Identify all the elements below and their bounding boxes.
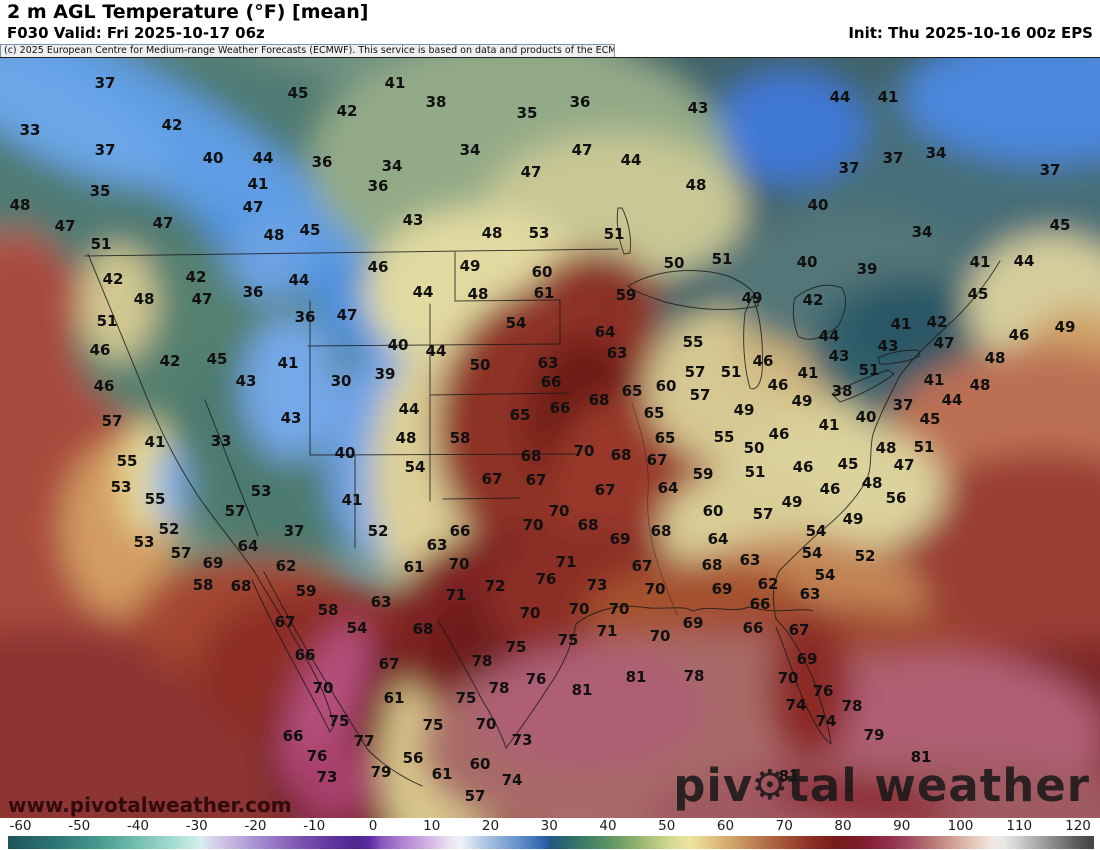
temperature-region [847, 284, 963, 368]
gulf-coastline [505, 605, 814, 749]
state-border-horizontal-3 [429, 392, 569, 396]
temperature-region [280, 620, 370, 786]
temperature-region [768, 610, 852, 766]
lake-ontario-outline [877, 349, 921, 365]
colorbar-tick-label: -10 [303, 818, 326, 834]
state-border-horizontal-5 [442, 497, 521, 500]
temperature-region [80, 245, 156, 361]
temperature-shading-layer [0, 58, 1100, 819]
colorbar-tick-label: 20 [481, 818, 500, 834]
header-subrow: F030 Valid: Fri 2025-10-17 06z Init: Thu… [7, 24, 1093, 42]
site-url-watermark: www.pivotalweather.com [8, 793, 292, 817]
mississippi-river [631, 402, 678, 616]
colorbar-tick-label: 60 [716, 818, 735, 834]
gulf-of-california-shore [263, 571, 423, 787]
colorbar-gradient [8, 836, 1094, 849]
canada-border-line [84, 248, 619, 257]
gear-icon: ⚙ [751, 760, 790, 809]
colorbar-tick-label: 50 [658, 818, 676, 834]
pacific-coastline [87, 253, 255, 572]
atlantic-coastline [772, 260, 1001, 620]
colorbar-tick-label: 0 [368, 818, 378, 834]
colorbar-tick-label: -50 [68, 818, 91, 834]
temperature-field-svg [0, 58, 1100, 819]
colorbar-tick-label: -40 [126, 818, 150, 834]
state-border-ca-nv [204, 399, 259, 537]
temperature-region [767, 777, 957, 819]
temperature-region [153, 446, 187, 526]
init-time-label: Init: Thu 2025-10-16 00z EPS [848, 24, 1093, 42]
lake-superior-outline [627, 270, 759, 310]
colorbar-tick-label: 80 [834, 818, 852, 834]
colorbar-tick-label: -20 [244, 818, 267, 834]
rio-grande-border [437, 619, 507, 749]
colorbar: -60 -50 -40 -30 -20 -10 0 10 20 30 40 50 60 70 80 90 100… [0, 818, 1100, 850]
page-title: 2 m AGL Temperature (°F) [mean] [7, 1, 369, 23]
state-border-horizontal-2 [307, 343, 561, 347]
geo-borders-layer [84, 207, 1001, 787]
colorbar-tick-label: -60 [9, 818, 32, 834]
colorbar-tick-label: 30 [540, 818, 558, 834]
temperature-region [905, 58, 1100, 163]
colorbar-tick-label: -30 [185, 818, 208, 834]
colorbar-tick-label: 90 [893, 818, 911, 834]
florida-outline [775, 618, 832, 745]
lake-erie-outline [831, 369, 895, 403]
copyright-bar: (c) 2025 European Centre for Medium-rang… [0, 44, 615, 58]
temperature-region [475, 646, 705, 770]
brand-watermark: piv ⚙ tal weather [673, 763, 1090, 808]
lake-winnipeg-outline [616, 207, 631, 255]
brand-text-right: tal weather [787, 759, 1090, 812]
temperature-region [293, 738, 377, 819]
map-area: 37 33 42 45 42 37 40 44 36 41 35 48 47 47 48 45 47 51 42 42… [0, 57, 1100, 819]
state-border-horizontal-4 [309, 453, 576, 456]
colorbar-tick-label: 70 [775, 818, 793, 834]
lake-michigan-outline [743, 295, 763, 390]
state-border-horizontal-1 [454, 299, 561, 302]
colorbar-tick-label: 10 [423, 818, 441, 834]
colorbar-tick-label: 120 [1065, 818, 1091, 834]
lake-huron-outline [792, 284, 846, 340]
colorbar-tick-label: 110 [1006, 818, 1033, 834]
temperature-region [228, 216, 312, 300]
baja-peninsula-outline [251, 570, 335, 733]
colorbar-tick-label: 40 [599, 818, 617, 834]
temperature-region [0, 58, 172, 186]
temperature-region [715, 73, 865, 183]
temperature-region [242, 316, 338, 460]
colorbar-tick-label: 100 [947, 818, 974, 834]
forecast-valid-label: F030 Valid: Fri 2025-10-17 06z [7, 24, 265, 42]
header: 2 m AGL Temperature (°F) [mean] F030 Val… [0, 0, 1100, 58]
brand-text-left: piv [673, 759, 754, 812]
